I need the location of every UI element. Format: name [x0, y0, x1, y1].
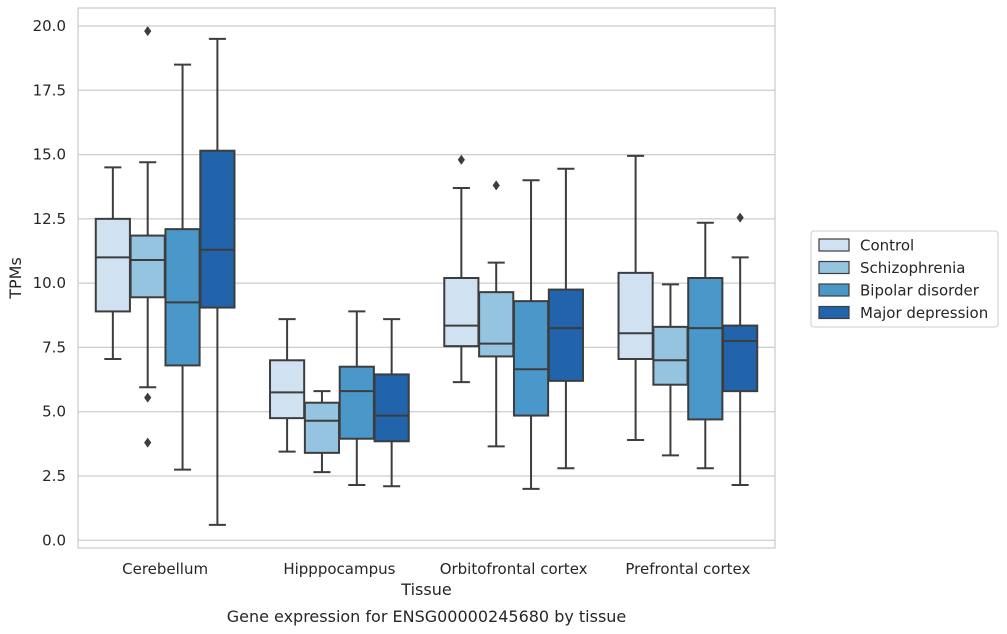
y-tick-label: 20.0 [33, 17, 66, 35]
box-major-depression-orbitofrontal-cortex [547, 167, 584, 470]
legend-swatch [818, 238, 850, 252]
iqr-box [199, 149, 236, 309]
outlier-point [144, 26, 152, 37]
box-schizophrenia-cerebellum [129, 26, 166, 448]
box-control-hipppocampus [269, 318, 306, 453]
box-control-cerebellum [94, 166, 131, 360]
outlier-point [492, 180, 500, 191]
legend-label: Schizophrenia [860, 259, 965, 277]
y-tick-label: 0.0 [42, 531, 66, 549]
outlier-point [144, 392, 152, 403]
x-tick-label: Prefrontal cortex [625, 560, 750, 578]
iqr-box [129, 234, 166, 299]
y-tick-label: 10.0 [33, 274, 66, 292]
y-tick-label: 15.0 [33, 146, 66, 164]
box-schizophrenia-orbitofrontal-cortex [478, 180, 515, 448]
legend-swatch [818, 260, 850, 275]
iqr-box [443, 277, 480, 348]
box-bipolar-disorder-hipppocampus [338, 310, 375, 486]
iqr-box [373, 373, 410, 443]
box-schizophrenia-hipppocampus [303, 390, 341, 474]
y-tick-label: 2.5 [42, 467, 66, 485]
outlier-point [144, 437, 152, 448]
y-tick-label: 12.5 [33, 210, 66, 228]
outlier-point [457, 154, 465, 165]
legend: Control Schizophrenia Bipolar disorder Majo… [810, 230, 999, 328]
box-schizophrenia-prefrontal-cortex [652, 283, 689, 457]
box-major-depression-cerebellum [199, 37, 236, 526]
x-axis-title: Tissue [400, 580, 451, 599]
box-major-depression-prefrontal-cortex [722, 212, 759, 486]
plot-area-frame [77, 7, 776, 549]
box-bipolar-disorder-prefrontal-cortex [687, 221, 724, 470]
legend-swatch [818, 283, 850, 297]
x-tick-labels: Cerebellum Hipppocampus Orbitofrontal cort… [122, 560, 750, 578]
chart-caption: Gene expression for ENSG00000245680 by t… [227, 607, 627, 626]
x-tick-label: Cerebellum [122, 560, 208, 578]
iqr-box [478, 291, 515, 358]
iqr-box [722, 324, 759, 393]
legend-frame [810, 230, 999, 328]
x-tick-label: Hipppocampus [283, 560, 395, 578]
y-tick-label: 17.5 [33, 81, 66, 99]
box-control-prefrontal-cortex [617, 154, 654, 441]
legend-label: Major depression [860, 304, 988, 322]
iqr-box [303, 401, 341, 454]
outlier-point [736, 212, 744, 223]
box-major-depression-hipppocampus [373, 318, 410, 488]
iqr-box [94, 217, 131, 313]
iqr-box [547, 288, 584, 382]
iqr-box [617, 271, 654, 361]
iqr-box [652, 325, 689, 386]
iqr-box [164, 228, 201, 367]
iqr-box [338, 365, 375, 440]
y-tick-labels: 0.0 2.5 5.0 7.5 10.0 12.5 15.0 17.5 20.0 [33, 17, 66, 549]
x-tick-label: Orbitofrontal cortex [440, 560, 588, 578]
legend-swatch [818, 305, 850, 320]
y-axis-title: TPMs [6, 257, 25, 300]
legend-label: Control [860, 237, 914, 255]
y-tick-label: 5.0 [42, 403, 66, 421]
iqr-box [687, 277, 724, 421]
legend-label: Bipolar disorder [860, 282, 980, 300]
y-tick-label: 7.5 [42, 338, 66, 356]
iqr-box [512, 300, 550, 417]
iqr-box [269, 359, 306, 420]
boxes [94, 26, 759, 526]
